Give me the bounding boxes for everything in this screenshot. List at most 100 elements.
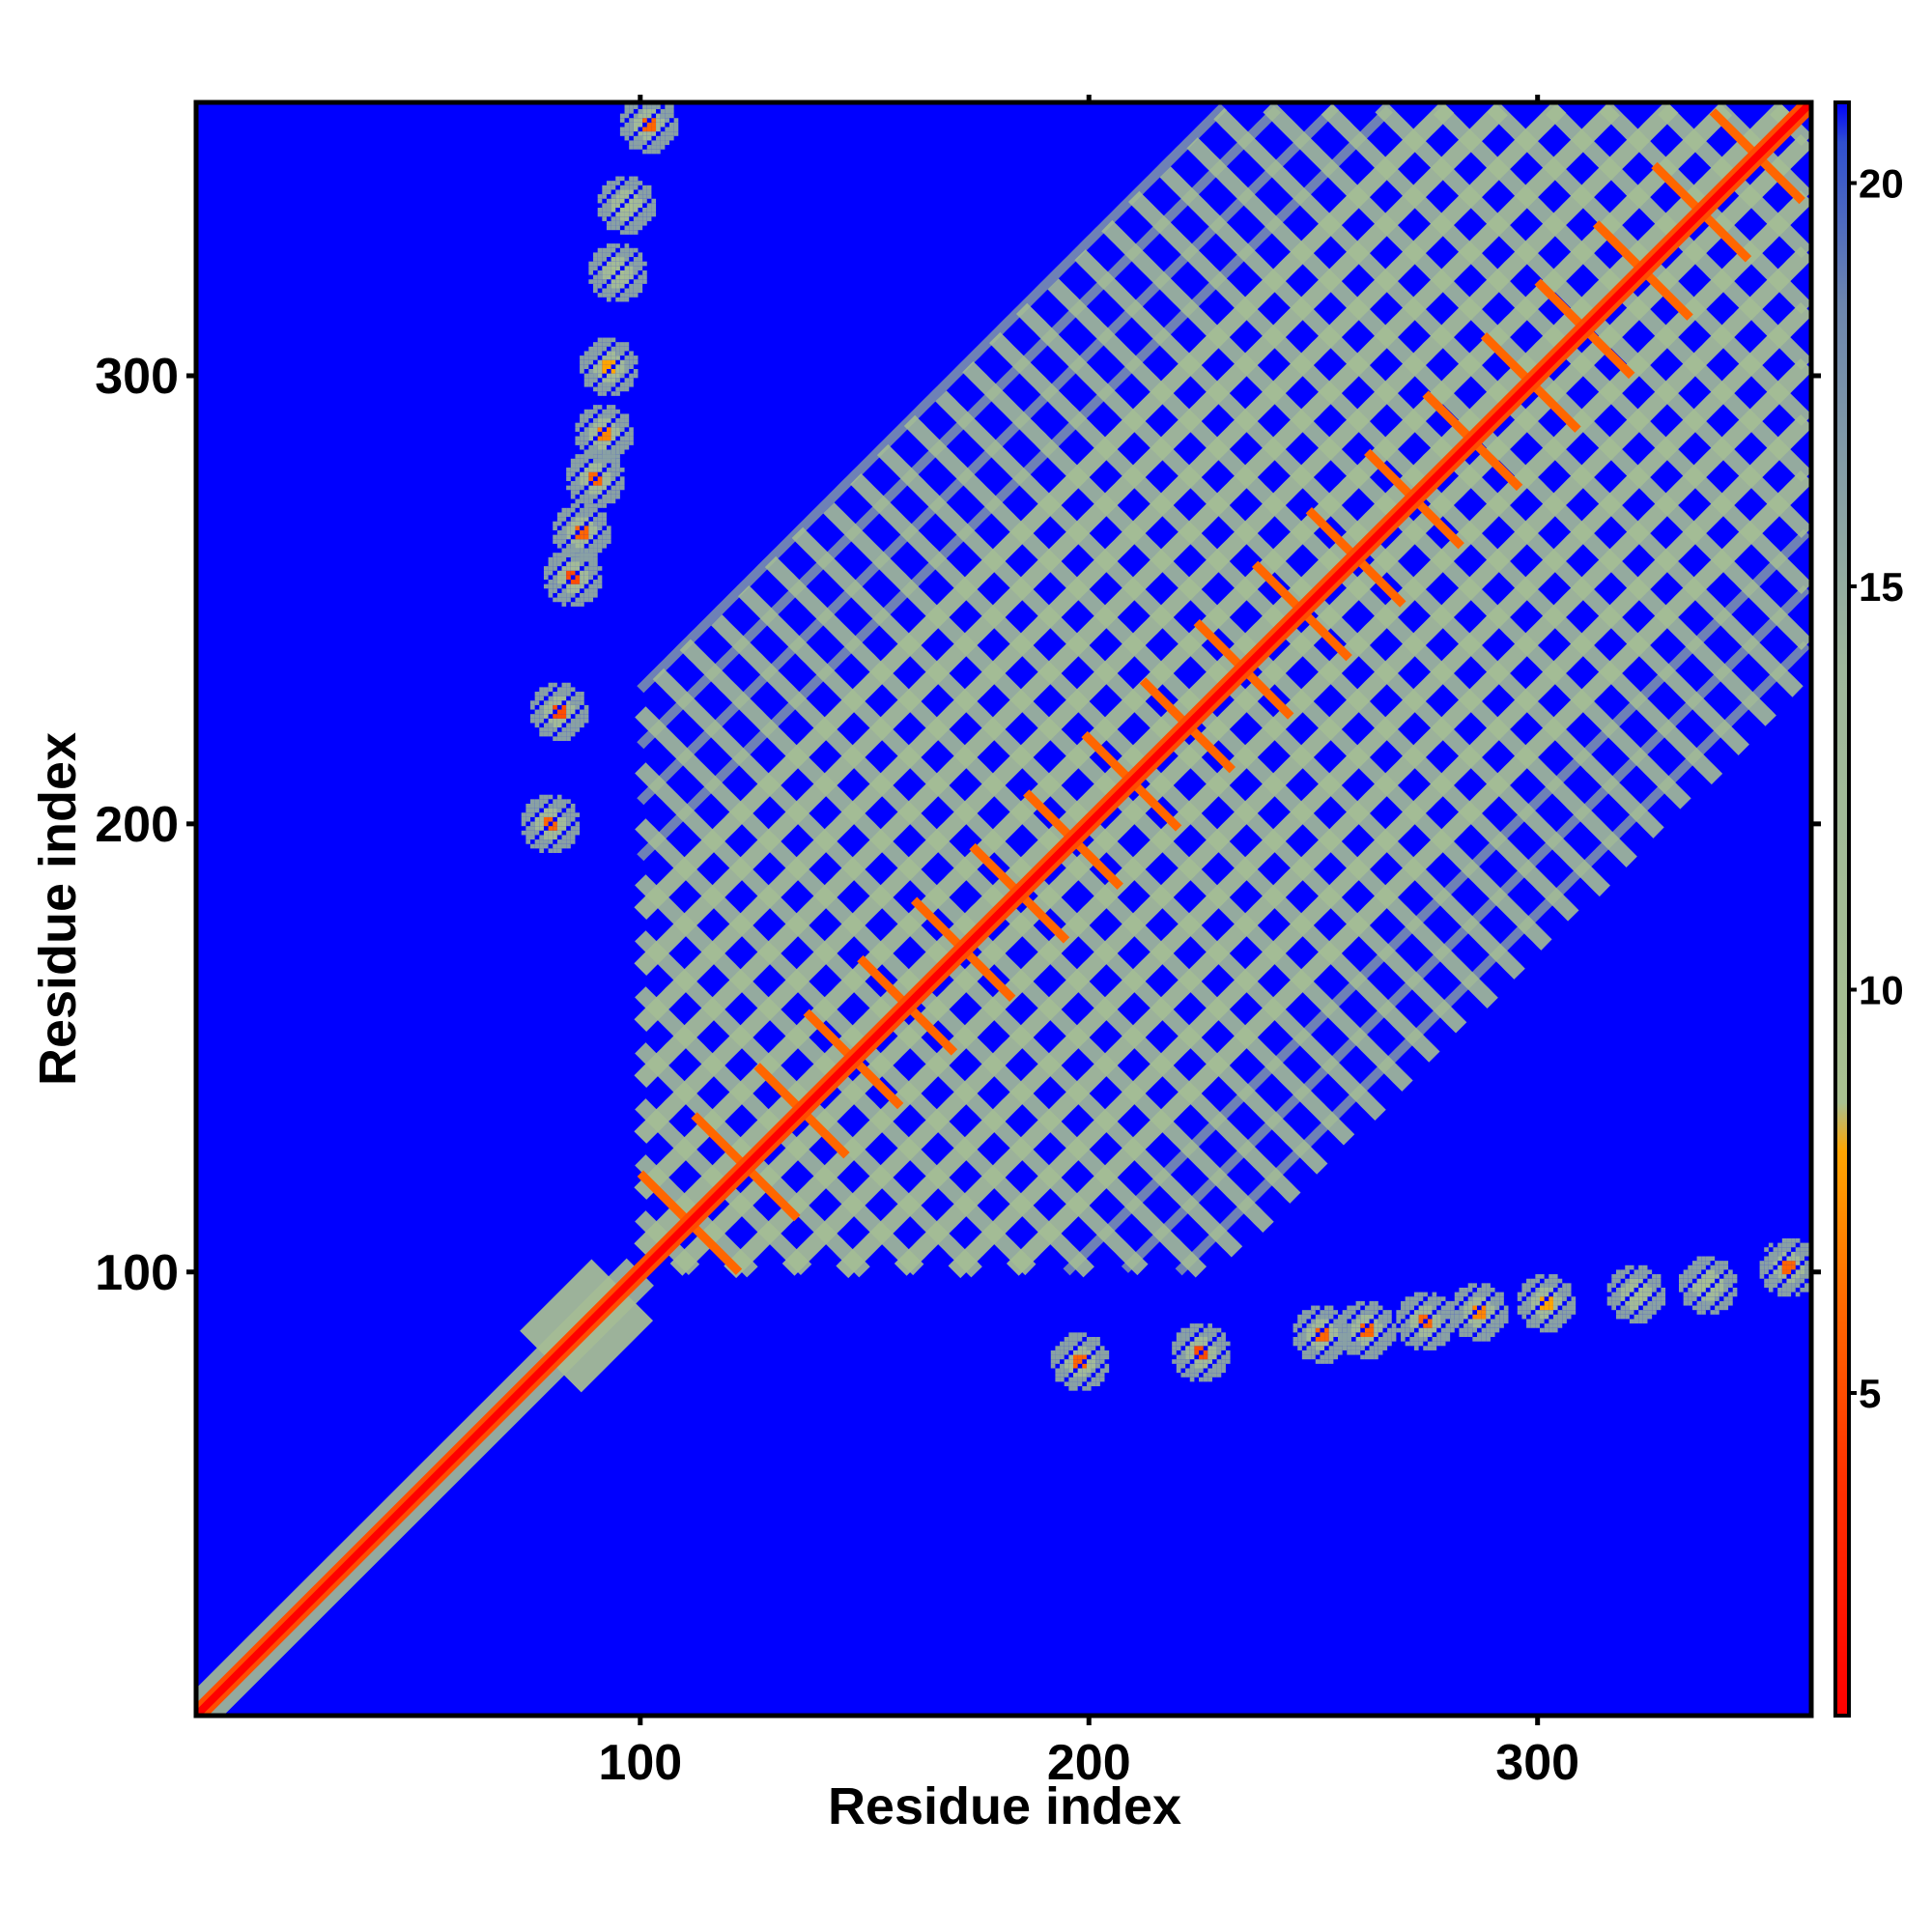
heatmap-cell	[611, 369, 616, 374]
heatmap-cell	[588, 570, 594, 576]
heatmap-cell	[1445, 1300, 1451, 1306]
heatmap-cell	[1221, 1363, 1226, 1369]
heatmap-cell	[1405, 1327, 1410, 1333]
heatmap-cell	[566, 583, 571, 589]
heatmap-cell	[534, 692, 540, 696]
heatmap-cell	[1091, 1377, 1096, 1382]
heatmap-cell	[1072, 1332, 1078, 1338]
heatmap-cell	[548, 696, 554, 701]
heatmap-cell	[1423, 1314, 1428, 1320]
heatmap-cell	[556, 803, 562, 809]
heatmap-cell	[556, 521, 562, 526]
heatmap-cell	[1315, 1319, 1321, 1324]
heatmap-cell	[570, 485, 576, 491]
heatmap-cell	[575, 812, 581, 817]
heatmap-cell	[1194, 1350, 1200, 1355]
heatmap-cell	[646, 149, 652, 155]
heatmap-cell	[629, 212, 634, 217]
heatmap-cell	[1387, 1314, 1392, 1320]
heatmap-cell	[1306, 1350, 1312, 1355]
heatmap-cell	[580, 602, 584, 607]
heatmap-cell	[611, 293, 616, 298]
heatmap-cell	[1768, 1261, 1774, 1265]
heatmap-cell	[1557, 1278, 1563, 1284]
heatmap-cell	[656, 104, 661, 109]
heatmap-cell	[597, 346, 603, 352]
heatmap-cell	[1715, 1296, 1719, 1301]
heatmap-cell	[570, 727, 576, 732]
heatmap-cell	[1405, 1305, 1410, 1311]
heatmap-cell	[1481, 1319, 1487, 1324]
heatmap-cell	[1710, 1292, 1716, 1297]
heatmap-cell	[1208, 1373, 1212, 1378]
heatmap-cell	[1216, 1327, 1222, 1333]
heatmap-cell	[1413, 1332, 1419, 1338]
heatmap-cell	[1324, 1350, 1329, 1355]
heatmap-cell	[602, 364, 607, 370]
heatmap-cell	[1804, 1274, 1809, 1279]
heatmap-cell	[633, 118, 639, 123]
heatmap-cell	[583, 517, 589, 522]
heatmap-cell	[606, 454, 611, 459]
heatmap-cell	[1436, 1332, 1441, 1338]
heatmap-cell	[1225, 1354, 1231, 1360]
heatmap-cell	[570, 566, 576, 571]
heatmap-cell	[1656, 1278, 1662, 1284]
heatmap-cell	[646, 122, 652, 128]
heatmap-cell	[1382, 1337, 1388, 1342]
heatmap-cell	[1715, 1310, 1719, 1315]
heatmap-cell	[611, 220, 616, 226]
heatmap-cell	[580, 507, 584, 513]
heatmap-cell	[602, 293, 607, 298]
heatmap-cell	[606, 458, 611, 464]
heatmap-cell	[593, 351, 598, 356]
heatmap-cell	[606, 208, 611, 213]
heatmap-cell	[566, 597, 571, 603]
heatmap-cell	[1535, 1323, 1541, 1328]
heatmap-cell	[619, 208, 625, 213]
heatmap-cell	[580, 444, 584, 450]
heatmap-cell	[570, 704, 576, 710]
heatmap-cell	[588, 449, 594, 455]
heatmap-cell	[1185, 1354, 1190, 1360]
heatmap-cell	[1656, 1292, 1662, 1297]
heatmap-cell	[1463, 1327, 1468, 1333]
heatmap-cell	[570, 556, 576, 562]
heatmap-cell	[593, 526, 598, 531]
heatmap-cell	[1548, 1296, 1553, 1301]
heatmap-cell	[611, 225, 616, 231]
heatmap-cell	[1688, 1287, 1692, 1293]
heatmap-cell	[1225, 1350, 1231, 1355]
heatmap-cell	[615, 194, 620, 199]
heatmap-cell	[1068, 1332, 1073, 1338]
heatmap-cell	[1557, 1314, 1563, 1320]
heatmap-cell	[570, 561, 576, 567]
heatmap-cell	[575, 714, 581, 719]
heatmap-cell	[580, 709, 584, 715]
heatmap-cell	[668, 108, 674, 114]
heatmap-cell	[543, 799, 549, 804]
heatmap-cell	[534, 709, 540, 715]
heatmap-cell	[1647, 1278, 1653, 1284]
heatmap-cell	[1306, 1354, 1312, 1360]
heatmap-cell	[606, 198, 611, 204]
heatmap-cell	[624, 346, 630, 352]
heatmap-cell	[629, 118, 634, 123]
heatmap-cell	[543, 830, 549, 836]
heatmap-cell	[1315, 1346, 1321, 1350]
heatmap-cell	[1172, 1359, 1177, 1364]
heatmap-cell	[1211, 1332, 1217, 1338]
heatmap-cell	[597, 485, 603, 491]
heatmap-cell	[1409, 1314, 1414, 1320]
heatmap-cell	[530, 799, 535, 804]
heatmap-cell	[1333, 1319, 1339, 1324]
heatmap-cell	[526, 826, 531, 831]
heatmap-cell	[1355, 1305, 1361, 1311]
heatmap-cell	[534, 826, 540, 831]
heatmap-cell	[1642, 1319, 1648, 1324]
heatmap-cell	[580, 718, 584, 724]
heatmap-cell	[580, 364, 584, 370]
heatmap-cell	[1472, 1305, 1477, 1311]
heatmap-cell	[1185, 1368, 1190, 1374]
heatmap-cell	[1530, 1323, 1536, 1328]
